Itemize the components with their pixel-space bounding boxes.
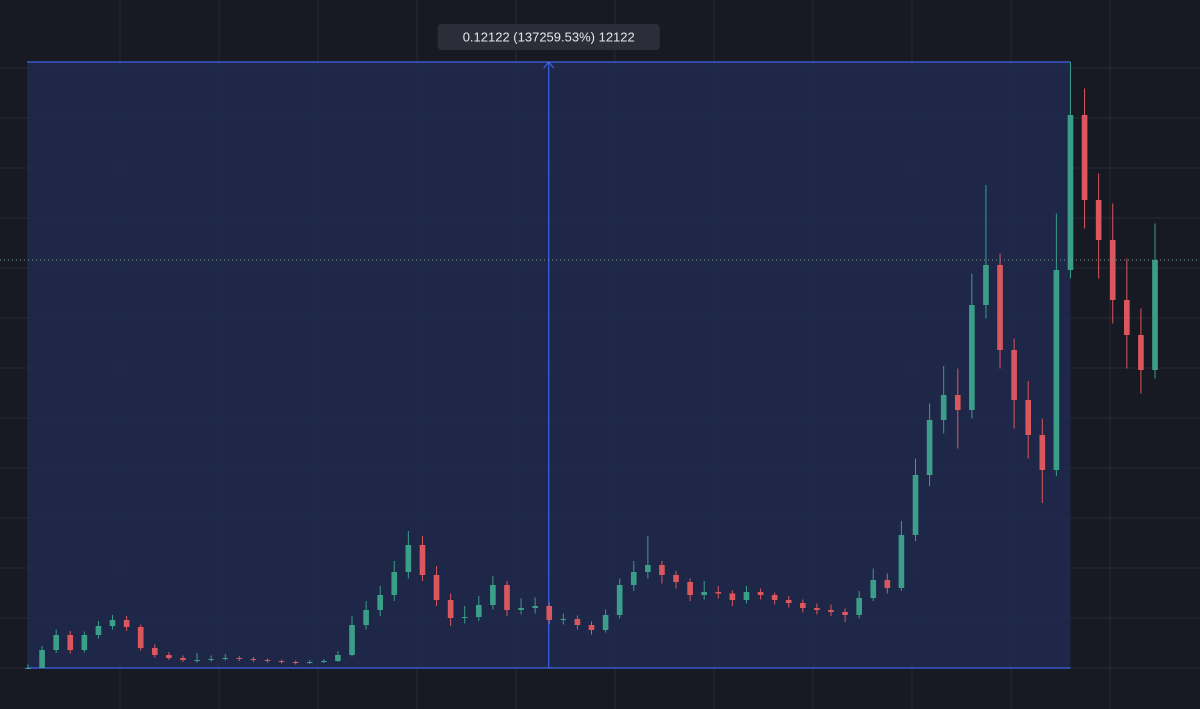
- candle-body: [363, 610, 369, 625]
- candle-body: [222, 658, 229, 659]
- candle-body: [1039, 435, 1046, 470]
- candle-body: [123, 620, 130, 627]
- candle-body: [771, 595, 778, 600]
- candle-body: [1011, 350, 1017, 400]
- candle-body: [264, 660, 271, 661]
- candle-body: [532, 606, 538, 608]
- candle-body: [208, 659, 214, 660]
- candle-body: [349, 625, 355, 655]
- candle-body: [1095, 200, 1102, 240]
- candle-body: [560, 619, 567, 620]
- candle-body: [1109, 240, 1116, 300]
- candle-body: [630, 572, 637, 585]
- candle-body: [306, 662, 313, 663]
- candle-body: [814, 608, 820, 610]
- candle-body: [673, 575, 679, 582]
- measure-label-box: [437, 24, 660, 50]
- candle-body: [1124, 300, 1130, 335]
- candle-body: [645, 565, 651, 572]
- candle-body: [1067, 115, 1074, 270]
- candle-body: [940, 395, 947, 420]
- candle-body: [616, 585, 623, 615]
- candle-body: [743, 592, 750, 600]
- candle-body: [447, 600, 454, 618]
- candle-body: [842, 612, 848, 615]
- measure-arrow-head: [543, 61, 555, 69]
- candle-body: [377, 595, 384, 610]
- measure-tool: [27, 61, 1071, 669]
- overlay: 0.12122 (137259.53%) 12122: [0, 24, 1200, 261]
- candle-body: [109, 620, 116, 626]
- candle-body: [856, 598, 862, 615]
- candle-body: [602, 615, 609, 630]
- candle-body: [757, 592, 764, 595]
- candle-body: [1152, 260, 1158, 370]
- candle-body: [884, 580, 891, 588]
- candle-body: [39, 650, 45, 668]
- candle-body: [490, 585, 496, 605]
- candle-body: [504, 585, 510, 610]
- candle-body: [983, 265, 989, 305]
- candle-body: [391, 572, 398, 595]
- candle-body: [461, 617, 468, 618]
- candle-body: [574, 619, 581, 625]
- candle-body: [870, 580, 877, 598]
- candles: [25, 62, 1158, 669]
- candle-body: [95, 626, 102, 635]
- candle-body: [335, 655, 341, 661]
- candle-body: [137, 627, 144, 648]
- candle-body: [194, 660, 200, 661]
- candle-body: [321, 661, 327, 662]
- candle-body: [954, 395, 961, 410]
- candle-body: [701, 592, 708, 595]
- candle-body: [1053, 270, 1060, 470]
- candle-body: [729, 593, 736, 600]
- candle-body: [518, 608, 524, 610]
- candle-body: [433, 575, 440, 600]
- candle-body: [67, 635, 74, 650]
- candle-body: [546, 606, 553, 620]
- candle-body: [250, 659, 257, 660]
- candle-body: [278, 661, 285, 662]
- candle-body: [969, 305, 975, 410]
- candle-body: [151, 648, 158, 655]
- candle-body: [912, 475, 919, 535]
- candle-body: [419, 545, 426, 575]
- candle-body: [81, 635, 88, 650]
- candle-body: [898, 535, 905, 588]
- candle-body: [25, 668, 31, 669]
- candle-body: [926, 420, 933, 475]
- candle-body: [588, 625, 595, 630]
- candle-body: [180, 658, 186, 660]
- candle-body: [799, 603, 806, 608]
- candle-body: [292, 662, 299, 663]
- candle-body: [1081, 115, 1088, 200]
- candle-body: [1138, 335, 1144, 370]
- candle-body: [475, 605, 482, 617]
- candle-body: [1025, 400, 1032, 435]
- candle-body: [166, 655, 172, 658]
- measure-label: 0.12122 (137259.53%) 12122: [463, 29, 635, 44]
- candle-body: [53, 635, 59, 650]
- candle-body: [236, 658, 243, 659]
- candle-body: [997, 265, 1003, 350]
- candle-body: [828, 610, 834, 612]
- candle-body: [785, 600, 792, 603]
- candle-body: [405, 545, 412, 572]
- candle-body: [687, 582, 693, 595]
- candle-body: [659, 565, 665, 575]
- candle-body: [715, 592, 722, 594]
